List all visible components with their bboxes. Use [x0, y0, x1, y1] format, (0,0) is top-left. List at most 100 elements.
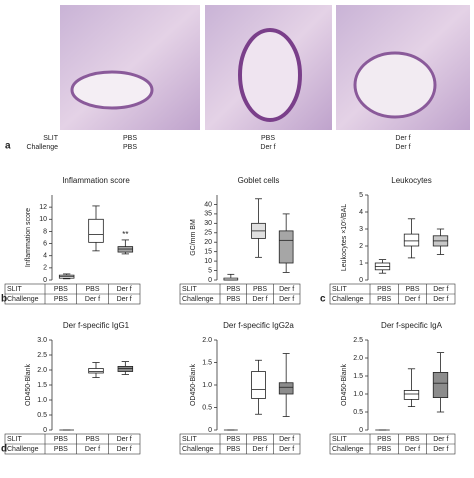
table-cell: Der f	[405, 296, 420, 303]
panel-letter: b	[1, 294, 7, 305]
table-cell: PBS	[377, 286, 391, 293]
y-axis-label: Inflammation score	[25, 208, 32, 267]
table-row-label: SLIT	[182, 436, 198, 443]
y-tick-label: 1.5	[37, 382, 47, 389]
table-cell: Der f	[433, 296, 448, 303]
table-cell: Der f	[433, 436, 448, 443]
y-tick-label: 25	[204, 230, 212, 237]
y-tick-label: 10	[39, 216, 47, 223]
histology-image	[60, 5, 200, 130]
y-tick-label: 12	[39, 204, 47, 211]
y-tick-label: 10	[204, 258, 212, 265]
histology-images	[60, 5, 470, 130]
table-cell: Der f	[117, 296, 132, 303]
table-row-label: Challenge	[332, 296, 364, 303]
box	[432, 371, 449, 398]
table-cell: PBS	[54, 436, 68, 443]
y-tick-label: 2	[359, 243, 363, 250]
table-row-label: Challenge	[182, 296, 214, 303]
table-cell: Der f	[433, 446, 448, 453]
table-cell: PBS	[54, 446, 68, 453]
y-axis-label: Leukocytes ×10⁵/BAL	[341, 204, 348, 271]
panel-letter: c	[320, 294, 326, 305]
y-tick-label: 5	[208, 267, 212, 274]
y-tick-label: 40	[204, 201, 212, 208]
airway	[353, 51, 437, 119]
y-tick-label: 0	[43, 277, 47, 284]
y-tick-label: 3.0	[37, 337, 47, 344]
table-cell: PBS	[377, 296, 391, 303]
table-cell: Der f	[252, 296, 267, 303]
table-cell: PBS	[377, 446, 391, 453]
table-cell: PBS	[85, 286, 99, 293]
y-tick-label: 5	[359, 192, 363, 199]
table-row-label: Challenge	[332, 446, 364, 453]
table-cell: PBS	[85, 436, 99, 443]
chart-title: Leukocytes	[391, 176, 431, 185]
table-cell: Der f	[117, 286, 132, 293]
table-cell: Der f	[279, 436, 294, 443]
table-row-label: SLIT	[182, 286, 198, 293]
table-cell: Der f	[85, 446, 100, 453]
table-row-label: Challenge	[7, 446, 39, 453]
significance-label: **	[122, 230, 128, 239]
box	[88, 368, 104, 374]
y-axis-label: GC/mm BM	[190, 219, 197, 256]
table-cell: PBS	[226, 296, 240, 303]
y-tick-label: 8	[43, 228, 47, 235]
y-tick-label: 30	[204, 220, 212, 227]
table-cell: Der f	[117, 446, 132, 453]
y-tick-label: 2.5	[37, 352, 47, 359]
airway	[70, 70, 154, 110]
table-cell: Der f	[85, 296, 100, 303]
table-cell: PBS	[226, 286, 240, 293]
table-cell: PBS	[377, 436, 391, 443]
table-row-label: SLIT	[7, 286, 23, 293]
table-cell: Der f	[433, 286, 448, 293]
table-cell: Der f	[279, 446, 294, 453]
table-cell: Der f	[252, 446, 267, 453]
table-row-label: Challenge	[7, 296, 39, 303]
box	[403, 233, 420, 247]
table-row-label: SLIT	[332, 436, 348, 443]
airway	[238, 28, 302, 122]
panel-letter: d	[1, 444, 7, 455]
box	[278, 230, 294, 264]
y-tick-label: 4	[43, 253, 47, 260]
challenge-label: PBS	[123, 144, 137, 151]
box	[88, 218, 104, 243]
table-cell: PBS	[253, 436, 267, 443]
y-tick-label: 0.5	[37, 412, 47, 419]
box	[403, 389, 420, 400]
table-cell: PBS	[253, 286, 267, 293]
y-tick-label: 0	[359, 277, 363, 284]
y-tick-label: 0.5	[353, 409, 363, 416]
y-tick-label: 1	[359, 260, 363, 267]
y-tick-label: 20	[204, 239, 212, 246]
table-cell: Der f	[405, 446, 420, 453]
box	[251, 371, 266, 399]
table-cell: PBS	[226, 436, 240, 443]
chart-title: Der f-specific IgG1	[63, 321, 130, 330]
y-tick-label: 0	[359, 427, 363, 434]
y-tick-label: 0	[208, 427, 212, 434]
table-cell: Der f	[279, 286, 294, 293]
y-tick-label: 2.0	[202, 337, 212, 344]
box	[117, 365, 134, 372]
y-tick-label: 1.0	[353, 391, 363, 398]
table-cell: PBS	[226, 446, 240, 453]
table-cell: Der f	[279, 296, 294, 303]
table-row-label: Challenge	[182, 446, 214, 453]
chart-title: Goblet cells	[238, 176, 280, 185]
y-tick-label: 0	[43, 427, 47, 434]
table-cell: PBS	[54, 296, 68, 303]
y-tick-label: 1.5	[202, 359, 212, 366]
box	[278, 382, 294, 395]
slit-label: PBS	[261, 135, 275, 142]
y-tick-label: 2.0	[353, 355, 363, 362]
y-tick-label: 2.5	[353, 337, 363, 344]
y-tick-label: 35	[204, 211, 212, 218]
y-tick-label: 2	[43, 265, 47, 272]
y-tick-label: 1.0	[37, 397, 47, 404]
